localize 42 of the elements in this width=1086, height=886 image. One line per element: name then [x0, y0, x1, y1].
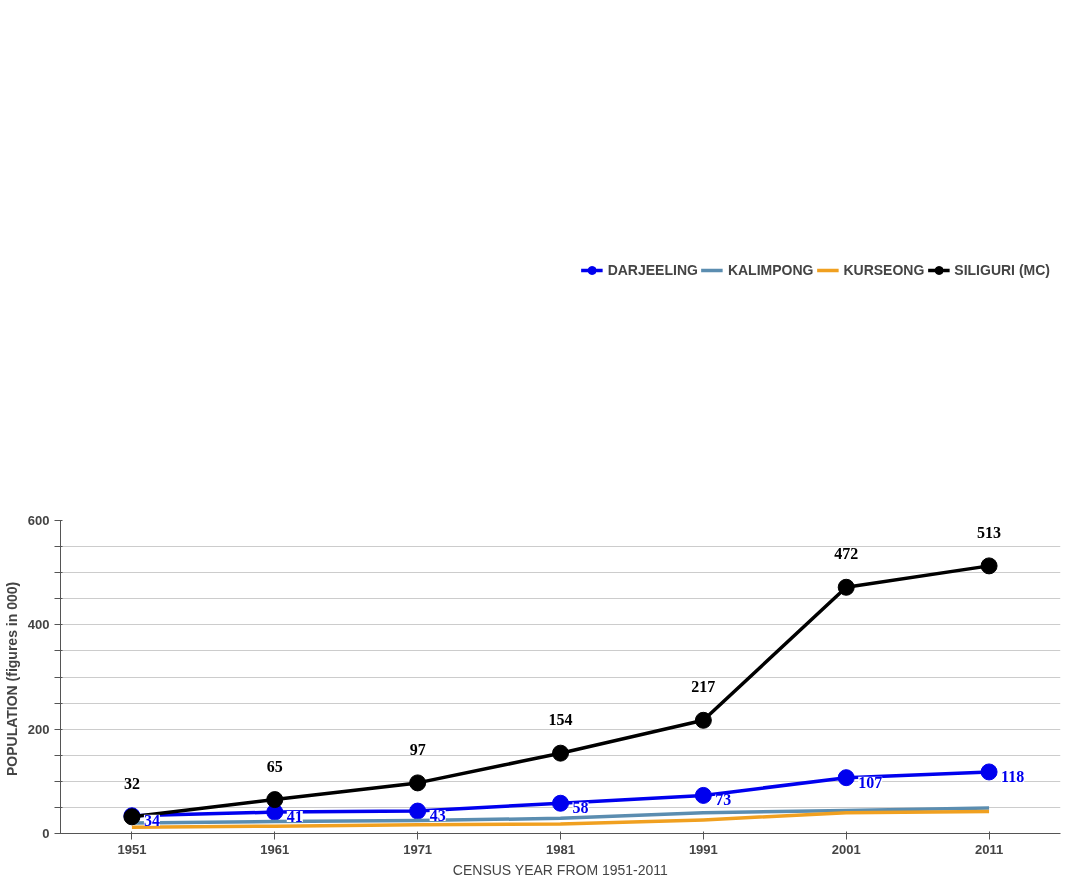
- x-tick-label: 1981: [546, 841, 575, 857]
- data-label: 34: [143, 811, 160, 829]
- point: [694, 711, 712, 729]
- legend-label: SILIGURI (MC): [954, 262, 1050, 278]
- point: [837, 769, 855, 787]
- data-label: 32: [123, 774, 140, 792]
- point: [409, 802, 427, 820]
- point: [266, 791, 284, 809]
- x-tick-label: 1961: [260, 841, 290, 857]
- data-label: 472: [834, 545, 859, 563]
- x-tick-label: 1991: [688, 841, 718, 857]
- y-tick-label: 0: [42, 826, 50, 841]
- data-label: 154: [548, 711, 573, 729]
- point: [409, 774, 427, 792]
- data-label: 58: [572, 799, 589, 817]
- y-tick-label: 200: [27, 721, 50, 737]
- data-label: 107: [858, 773, 883, 791]
- x-axis-title: CENSUS YEAR FROM 1951-2011: [452, 861, 669, 878]
- point: [694, 786, 712, 804]
- point: [837, 578, 855, 596]
- data-label: 513: [977, 523, 1002, 541]
- legend-label: DARJEELING: [607, 262, 698, 278]
- data-label: 118: [1001, 767, 1025, 785]
- point: [980, 763, 998, 781]
- y-tick-label: 600: [27, 513, 50, 528]
- y-tick-label: 400: [27, 617, 50, 633]
- legend-label: KURSEONG: [843, 262, 925, 278]
- point: [980, 557, 998, 575]
- x-tick-label: 2001: [831, 841, 861, 857]
- y-axis-title: POPULATION (figures in 000): [3, 581, 20, 777]
- data-label: 41: [286, 808, 303, 826]
- data-label: 217: [691, 678, 716, 696]
- point: [552, 744, 569, 762]
- x-tick-label: 2011: [974, 841, 1004, 857]
- x-tick-label: 1971: [403, 841, 433, 857]
- data-label: 43: [429, 807, 446, 825]
- data-label: 97: [409, 740, 426, 758]
- legend-label: KALIMPONG: [727, 262, 814, 278]
- point: [552, 794, 569, 812]
- data-label: 73: [715, 791, 732, 809]
- x-tick-label: 1951: [117, 841, 147, 857]
- data-label: 65: [266, 757, 283, 775]
